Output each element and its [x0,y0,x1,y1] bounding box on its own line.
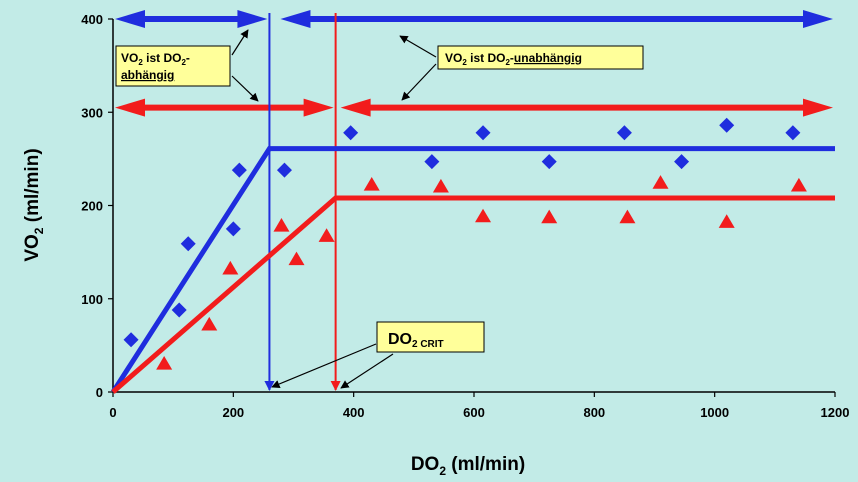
triangle-point [718,214,735,228]
x-tick-label: 1200 [821,405,850,420]
y-axis-title: VO2 (ml/min) [22,148,46,261]
annotation-dependent: VO2 ist DO2- abhängig [115,29,259,102]
diamond-point [424,154,440,170]
range-arrow [340,98,833,117]
triangle-point [318,228,335,242]
x-axis-title: DO2 (ml/min) [411,454,525,478]
fit-lines [110,146,835,394]
y-tick-label: 200 [81,199,103,214]
y-tick-label: 100 [81,292,103,307]
annotation-independent: VO2 ist DO2-unabhängig [399,35,644,101]
triangle-point [619,209,636,224]
svg-text:VO2 ist DO2-unabhängig: VO2 ist DO2-unabhängig [445,51,582,67]
data-points [123,117,807,370]
axes: 0 200 400 600 800 1000 1200 0 100 200 300 400 [81,12,849,420]
x-tick-label: 1000 [700,405,729,420]
range-arrow [115,10,268,28]
y-tick-label: 300 [81,105,103,120]
fit-line [111,195,835,394]
triangle-point [475,208,492,223]
x-tick-label: 600 [463,405,485,420]
fit-line [110,146,835,394]
x-tick-label: 400 [343,405,365,420]
diamond-point [719,117,735,133]
triangle-point [156,356,173,370]
triangle-point [790,177,807,192]
svg-text:abhängig: abhängig [121,68,174,82]
triangle-point [201,316,218,331]
diamond-point [616,125,632,141]
x-tick-label: 800 [583,405,605,420]
y-tick-label: 0 [96,385,103,400]
diamond-point [225,221,241,237]
diamond-point [171,302,187,318]
range-arrow [280,10,833,28]
diamond-point [123,332,139,348]
diamond-point [475,125,491,141]
y-tick-label: 400 [81,12,103,27]
diamond-point [343,125,359,141]
svg-text:VO2 ist DO2-: VO2 ist DO2- [121,51,190,67]
diamond-point [276,162,292,178]
triangle-point [222,260,239,275]
diamond-point [180,236,196,252]
triangle-point [652,175,669,189]
x-tick-label: 200 [222,405,244,420]
annotation-crit: DO2 CRIT [271,321,485,389]
svg-text:DO2 CRIT: DO2 CRIT [388,331,444,350]
triangle-point [273,218,290,232]
critical-vertical-lines [264,13,341,391]
triangle-point [541,209,558,224]
diamond-point [231,162,247,178]
x-tick-label: 0 [109,405,116,420]
diamond-point [785,125,801,141]
range-arrows [115,10,833,117]
triangle-point [288,251,305,266]
diamond-point [541,154,557,170]
diamond-point [674,154,690,170]
triangle-point [432,178,449,193]
range-arrow [115,98,334,117]
triangle-point [363,176,380,191]
